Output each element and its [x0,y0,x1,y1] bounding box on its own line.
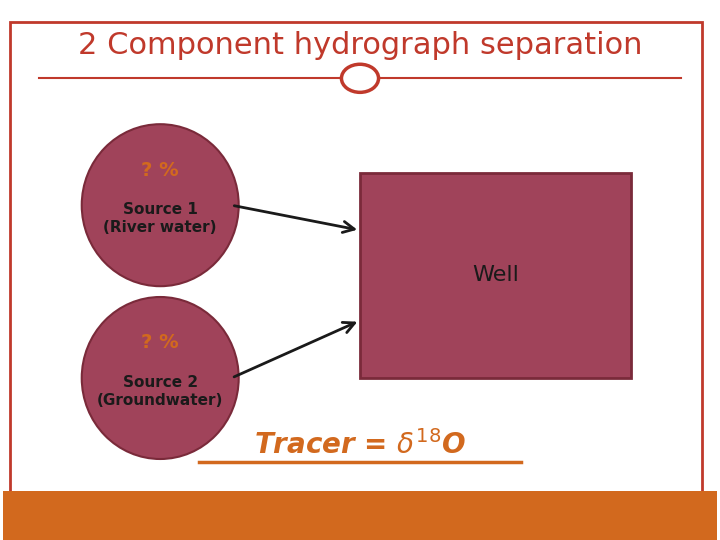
Text: Well: Well [472,265,519,286]
FancyBboxPatch shape [360,173,631,378]
FancyBboxPatch shape [4,491,716,540]
FancyBboxPatch shape [10,22,703,497]
Circle shape [341,64,379,92]
Text: ? %: ? % [141,160,179,180]
Text: Source 2
(Groundwater): Source 2 (Groundwater) [97,375,223,408]
Ellipse shape [82,297,239,459]
Text: ? %: ? % [141,333,179,353]
Text: 2 Component hydrograph separation: 2 Component hydrograph separation [78,31,642,60]
Text: Tracer = $\delta^{18}$O: Tracer = $\delta^{18}$O [254,430,466,461]
Ellipse shape [82,124,239,286]
Text: Source 1
(River water): Source 1 (River water) [104,202,217,235]
